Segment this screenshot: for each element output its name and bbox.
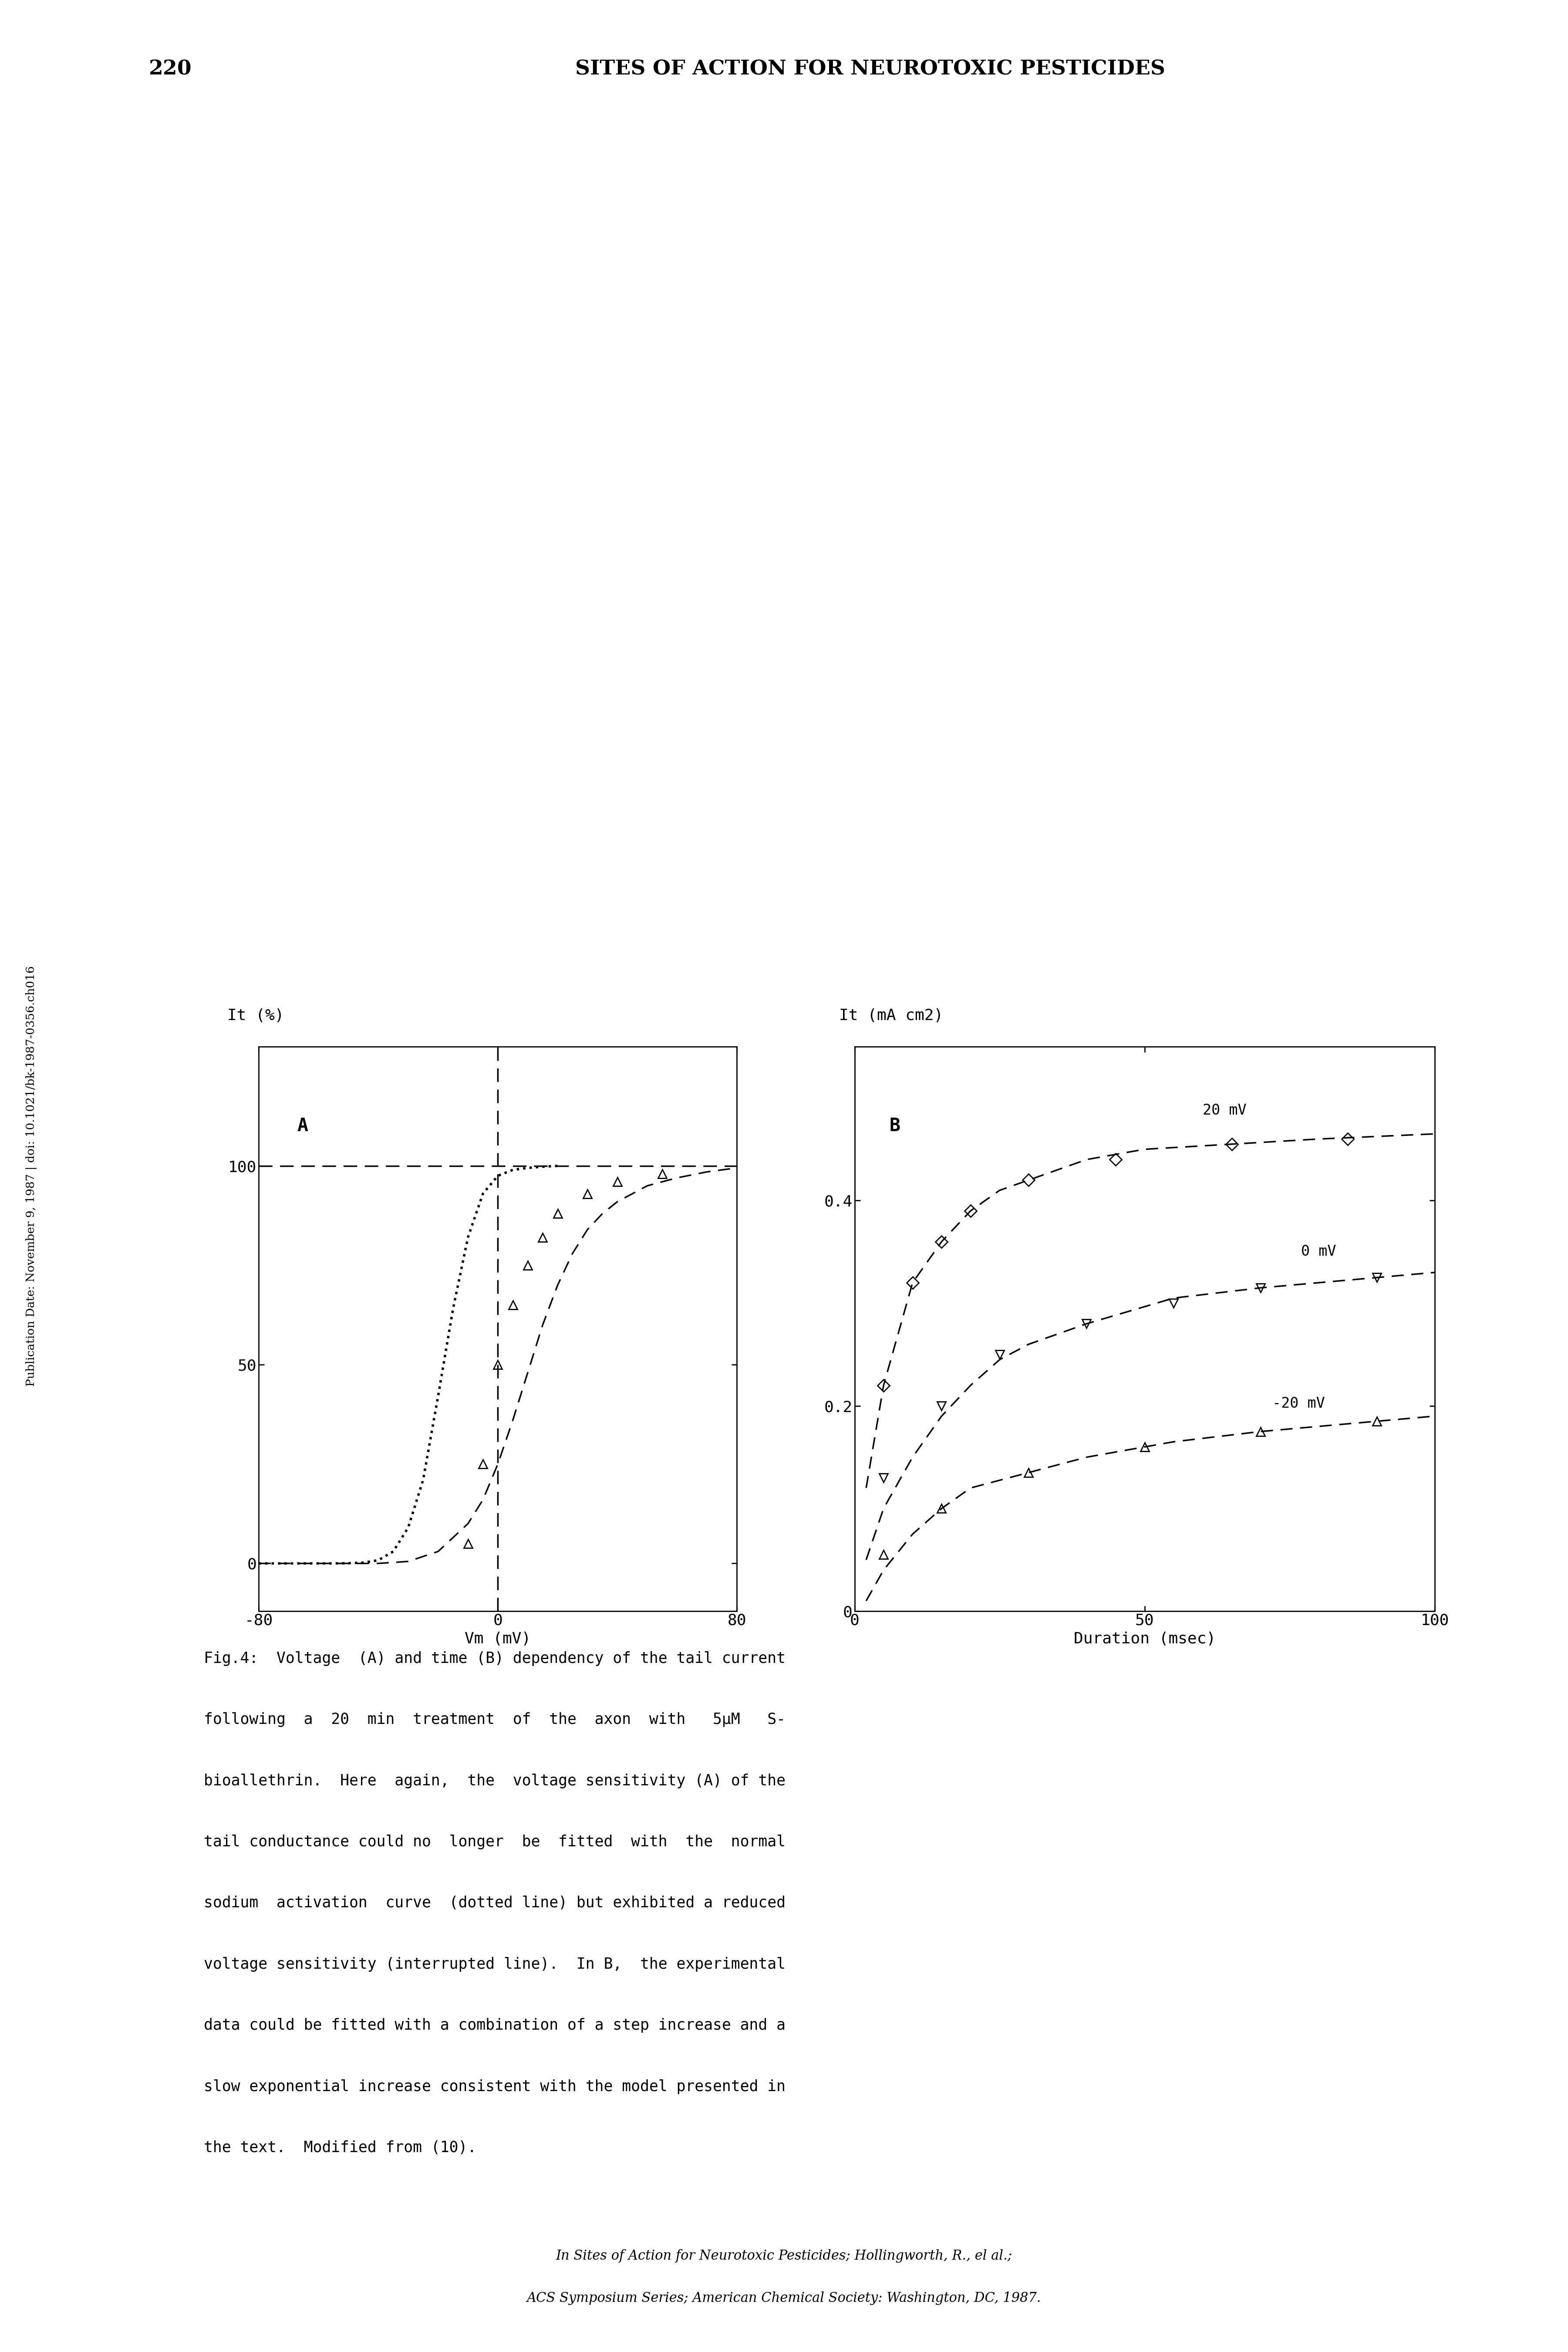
Text: following  a  20  min  treatment  of  the  axon  with   5μM   S-: following a 20 min treatment of the axon… [204, 1712, 786, 1726]
Text: SITES OF ACTION FOR NEUROTOXIC PESTICIDES: SITES OF ACTION FOR NEUROTOXIC PESTICIDE… [575, 59, 1165, 80]
Text: 20 mV: 20 mV [1203, 1103, 1247, 1117]
Text: 220: 220 [149, 59, 191, 80]
Text: A: A [296, 1117, 307, 1136]
Text: the text.  Modified from (10).: the text. Modified from (10). [204, 2140, 477, 2154]
Text: It (mA cm2): It (mA cm2) [839, 1009, 942, 1023]
Text: Fig.4:  Voltage  (A) and time (B) dependency of the tail current: Fig.4: Voltage (A) and time (B) dependen… [204, 1651, 786, 1665]
Text: data could be fitted with a combination of a step increase and a: data could be fitted with a combination … [204, 2018, 786, 2032]
Text: B: B [889, 1117, 900, 1136]
Text: voltage sensitivity (interrupted line).  In B,  the experimental: voltage sensitivity (interrupted line). … [204, 1957, 786, 1971]
X-axis label: Duration (msec): Duration (msec) [1074, 1632, 1215, 1646]
Text: -20 mV: -20 mV [1272, 1397, 1325, 1411]
Text: slow exponential increase consistent with the model presented in: slow exponential increase consistent wit… [204, 2079, 786, 2093]
Text: tail conductance could no  longer  be  fitted  with  the  normal: tail conductance could no longer be fitt… [204, 1835, 786, 1849]
Text: ACS Symposium Series; American Chemical Society: Washington, DC, 1987.: ACS Symposium Series; American Chemical … [527, 2291, 1041, 2305]
Text: Publication Date: November 9, 1987 | doi: 10.1021/bk-1987-0356.ch016: Publication Date: November 9, 1987 | doi… [25, 967, 38, 1385]
Text: sodium  activation  curve  (dotted line) but exhibited a reduced: sodium activation curve (dotted line) bu… [204, 1896, 786, 1910]
Text: 0 mV: 0 mV [1301, 1244, 1336, 1258]
Text: In Sites of Action for Neurotoxic Pesticides; Hollingworth, R., el al.;: In Sites of Action for Neurotoxic Pestic… [555, 2249, 1013, 2263]
X-axis label: Vm (mV): Vm (mV) [464, 1632, 532, 1646]
Text: bioallethrin.  Here  again,  the  voltage sensitivity (A) of the: bioallethrin. Here again, the voltage se… [204, 1773, 786, 1788]
Text: It (%): It (%) [227, 1009, 284, 1023]
